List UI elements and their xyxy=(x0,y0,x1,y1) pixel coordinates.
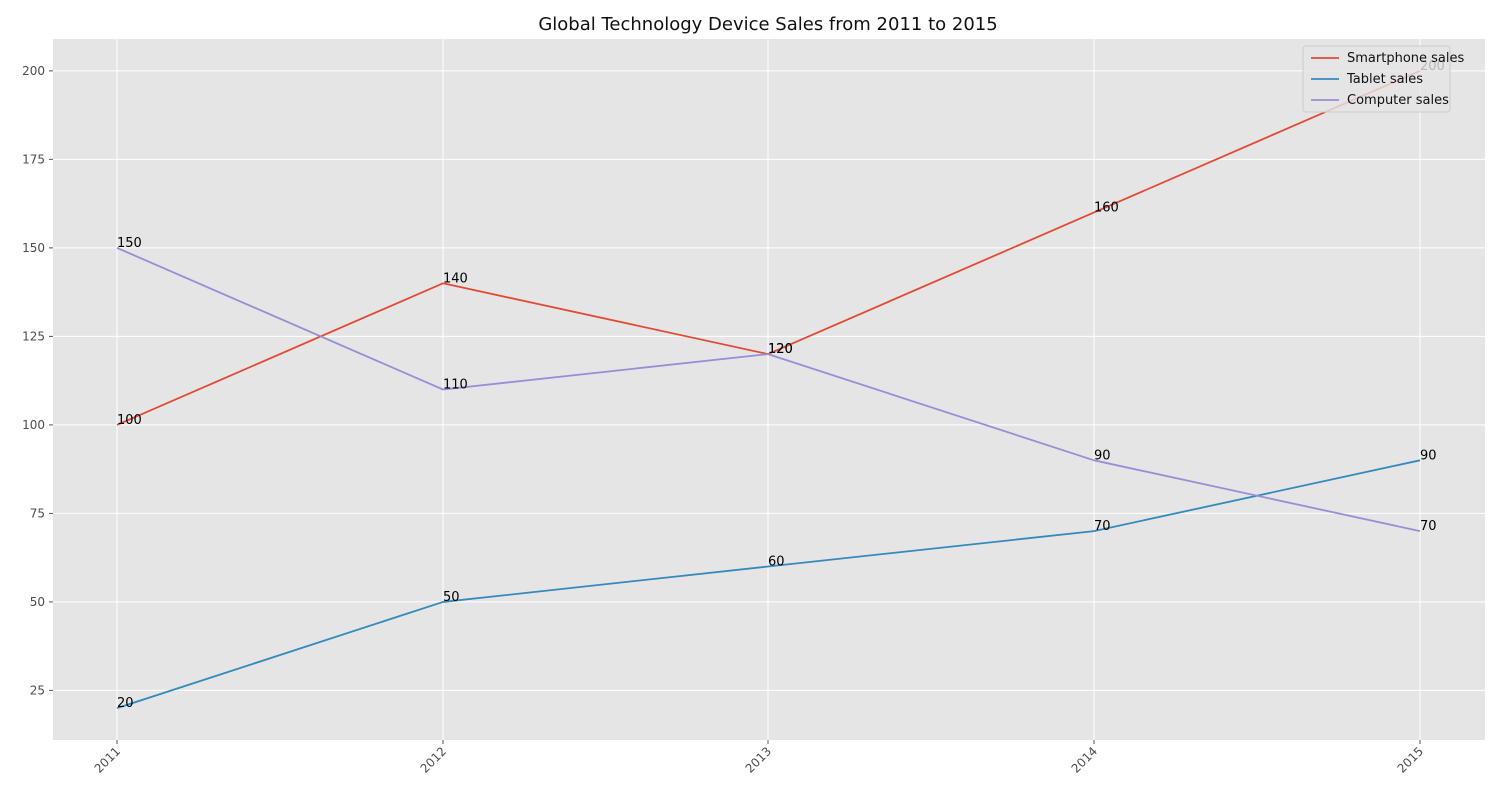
legend-entry: Computer sales xyxy=(1347,93,1449,108)
y-tick-label: 150 xyxy=(22,241,45,255)
data-label: 90 xyxy=(1420,448,1437,463)
grid-lines xyxy=(53,39,1485,740)
data-label: 120 xyxy=(768,342,793,357)
data-label: 70 xyxy=(1094,519,1111,534)
x-tick-label: 2014 xyxy=(1069,744,1100,775)
data-label: 140 xyxy=(443,271,468,286)
y-tick-label: 100 xyxy=(22,418,45,432)
plot-area xyxy=(53,39,1485,740)
x-tick-label: 2015 xyxy=(1395,744,1426,775)
y-tick-label: 125 xyxy=(22,329,45,343)
x-tick-label: 2012 xyxy=(418,744,449,775)
series-line-computer-sales xyxy=(116,247,1421,532)
chart-title: Global Technology Device Sales from 2011… xyxy=(538,14,997,35)
data-label: 60 xyxy=(768,555,785,570)
data-label: 110 xyxy=(443,378,468,393)
y-tick-label: 25 xyxy=(30,683,45,697)
y-tick-label: 175 xyxy=(22,152,45,166)
y-tick-label: 50 xyxy=(30,595,45,609)
legend-entry: Tablet sales xyxy=(1346,72,1423,87)
legend-entry: Smartphone sales xyxy=(1347,51,1464,66)
y-tick-label: 75 xyxy=(30,506,45,520)
x-tick-label: 2013 xyxy=(743,744,774,775)
series-lines xyxy=(116,70,1421,709)
data-label: 150 xyxy=(117,236,142,251)
legend-box xyxy=(1302,45,1451,113)
data-label: 160 xyxy=(1094,200,1119,215)
y-tick-label: 200 xyxy=(22,64,45,78)
legend: Smartphone sales Tablet sales Computer sal… xyxy=(1302,45,1464,113)
data-label: 70 xyxy=(1420,519,1437,534)
series-line-tablet-sales xyxy=(116,459,1421,709)
x-tick-label: 2011 xyxy=(92,744,123,775)
data-label: 90 xyxy=(1094,448,1111,463)
data-label: 50 xyxy=(443,590,460,605)
data-label: 20 xyxy=(117,696,134,711)
data-label: 120 xyxy=(768,342,793,357)
data-label: 100 xyxy=(117,413,142,428)
